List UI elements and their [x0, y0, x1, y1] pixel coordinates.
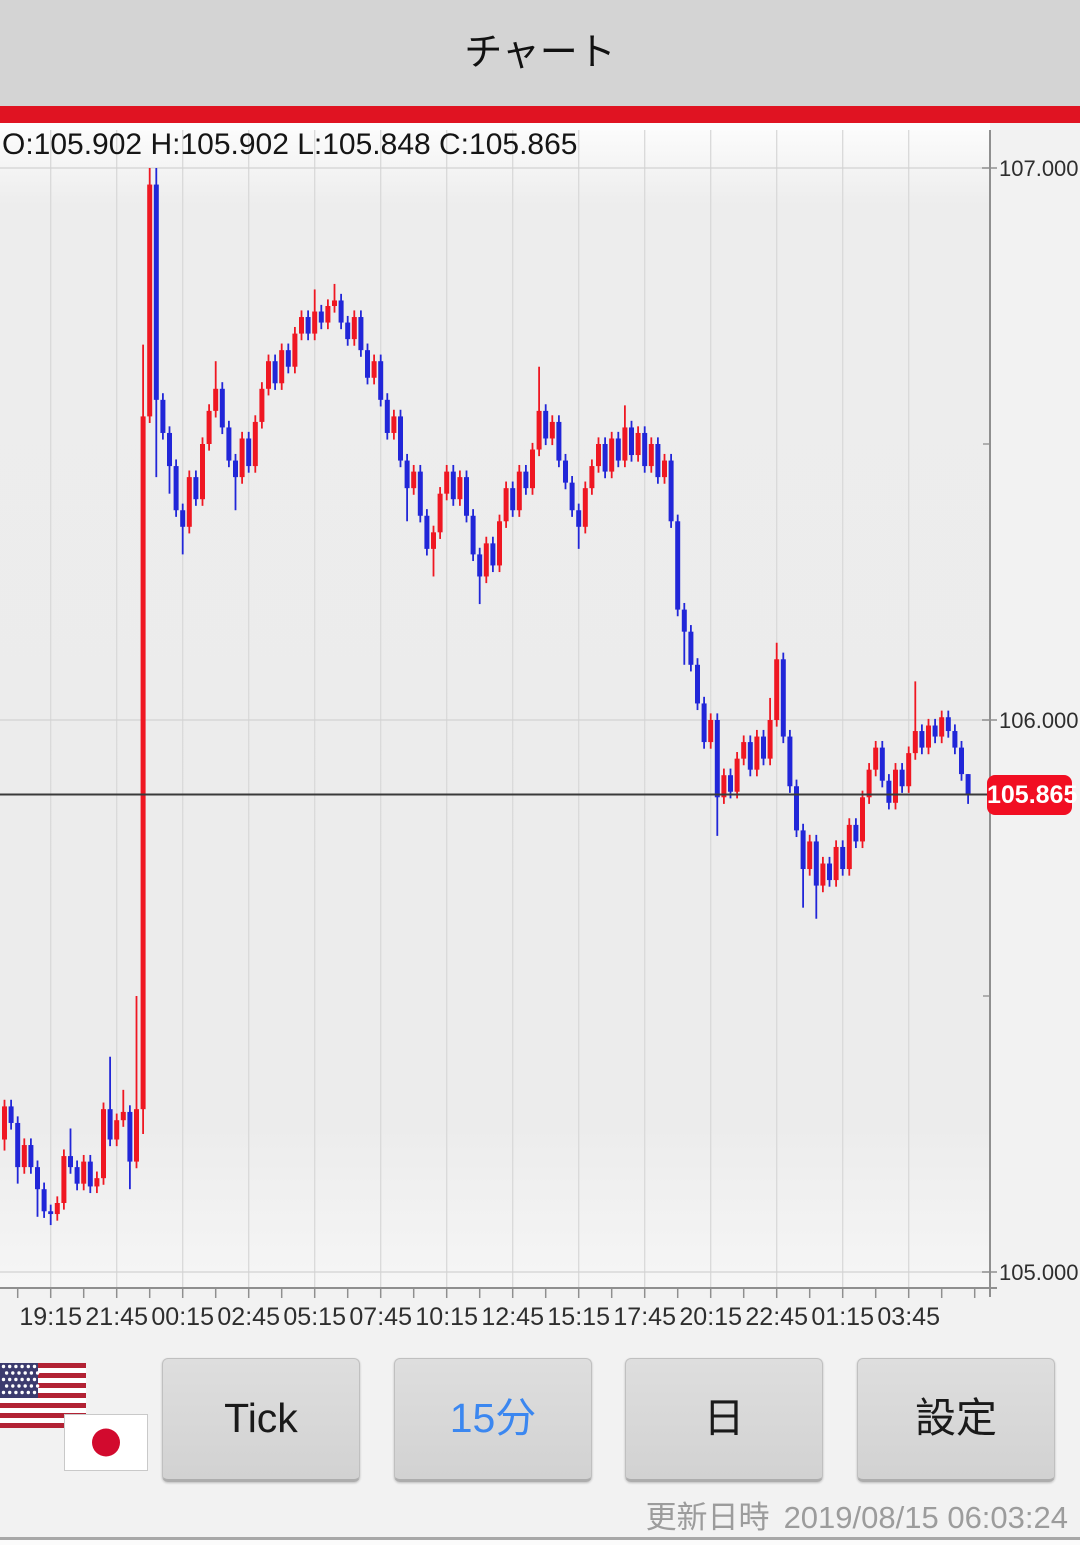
x-axis-label: 12:45: [481, 1303, 544, 1331]
update-timestamp-value: 2019/08/15 06:03:24: [783, 1500, 1068, 1535]
us-flag-icon: [0, 1363, 86, 1428]
japan-flag-icon: [64, 1414, 148, 1471]
bottom-divider: [0, 1537, 1080, 1540]
y-axis-label: 107.000: [999, 156, 1079, 181]
current-price-tag: 105.865: [987, 774, 1077, 815]
x-axis-label: 00:15: [151, 1303, 214, 1331]
x-axis-label: 20:15: [679, 1303, 742, 1331]
x-axis-label: 21:45: [85, 1303, 148, 1331]
x-axis-label: 10:15: [415, 1303, 478, 1331]
x-axis-label: 01:15: [811, 1303, 874, 1331]
tick-button[interactable]: Tick: [162, 1358, 360, 1482]
candlestick-chart[interactable]: 19:15 21:45 00:15 02:45 05:15 07:45 10:15 12:45…: [0, 123, 1080, 1335]
daily-button[interactable]: 日: [625, 1358, 823, 1482]
x-axis-label: 03:45: [877, 1303, 940, 1331]
y-axis-label: 106.000: [999, 708, 1079, 733]
bottom-strip: [0, 1540, 1080, 1545]
app-header: チャート: [0, 0, 1080, 106]
x-axis-label: 15:15: [547, 1303, 610, 1331]
x-axis-label: 22:45: [745, 1303, 808, 1331]
timeframe-15min-button[interactable]: 15分: [394, 1358, 592, 1482]
ohlc-readout: O:105.902 H:105.902 L:105.848 C:105.865: [2, 128, 578, 161]
x-axis-label: 07:45: [349, 1303, 412, 1331]
x-axis-label: 17:45: [613, 1303, 676, 1331]
chart-plot-background[interactable]: [0, 123, 990, 1288]
y-axis-label: 105.000: [999, 1260, 1079, 1285]
update-timestamp-label: 更新日時: [645, 1500, 770, 1535]
x-axis-label: 05:15: [283, 1303, 346, 1331]
x-axis-label: 02:45: [217, 1303, 280, 1331]
page-title: チャート: [464, 32, 616, 74]
settings-button[interactable]: 設定: [857, 1358, 1055, 1482]
update-timestamp: 更新日時 2019/08/15 06:03:24: [632, 1492, 1068, 1537]
accent-bar: [0, 106, 1080, 123]
x-axis-label: 19:15: [19, 1303, 82, 1331]
